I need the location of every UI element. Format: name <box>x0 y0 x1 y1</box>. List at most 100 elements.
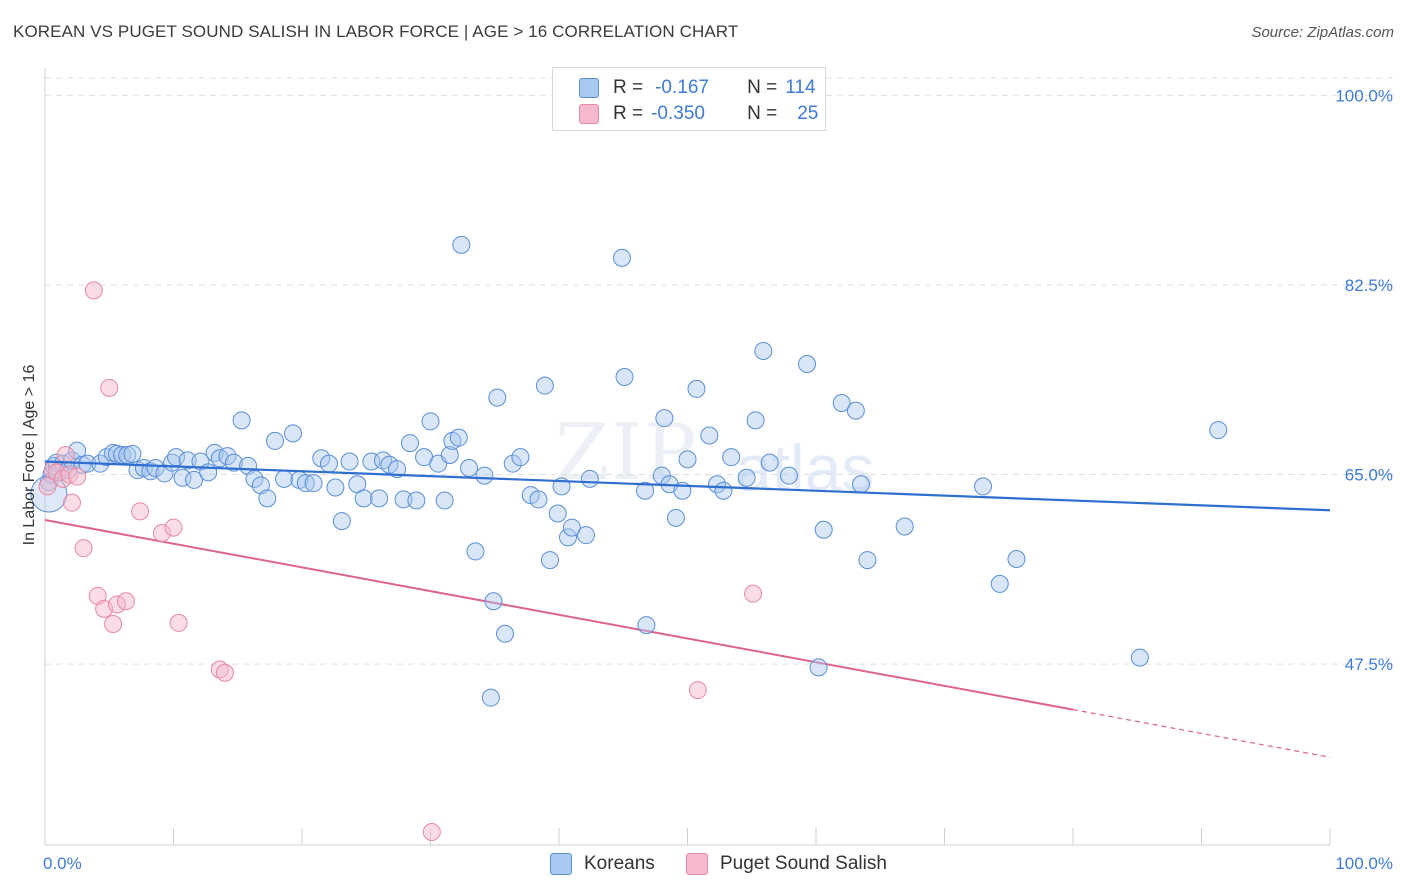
legend-swatch-koreans <box>550 853 572 875</box>
point-koreans <box>535 376 554 395</box>
point-puget-sound-salish <box>56 446 75 464</box>
point-koreans <box>258 489 277 508</box>
point-koreans <box>218 447 237 466</box>
point-koreans <box>146 459 165 477</box>
point-puget-sound-salish <box>131 502 150 521</box>
point-koreans <box>488 388 507 407</box>
point-koreans <box>511 448 530 467</box>
y-tick-label: 47.5% <box>1345 655 1393 674</box>
point-puget-sound-salish <box>116 592 135 611</box>
point-puget-sound-salish <box>169 613 188 632</box>
point-koreans <box>722 448 741 467</box>
point-koreans <box>484 592 503 611</box>
point-koreans <box>737 468 756 487</box>
koreans-points <box>30 235 1228 707</box>
point-koreans <box>319 454 338 473</box>
trend-line-puget-sound-salish <box>44 519 1074 711</box>
x-tick-label-max: 100.0% <box>1335 854 1393 873</box>
legend-r-value: -0.350 <box>651 103 705 124</box>
point-koreans <box>541 551 560 570</box>
point-koreans <box>1209 421 1228 440</box>
point-koreans <box>974 477 993 496</box>
point-koreans <box>481 688 500 707</box>
point-koreans <box>394 490 413 509</box>
point-koreans <box>714 481 733 500</box>
point-koreans <box>754 342 773 360</box>
point-koreans <box>210 449 229 468</box>
point-koreans <box>185 470 204 489</box>
gridlines <box>45 77 1393 665</box>
point-koreans <box>846 401 865 420</box>
point-koreans <box>612 248 631 267</box>
legend-label-koreans: Koreans <box>584 853 655 874</box>
point-koreans <box>615 368 634 386</box>
point-koreans <box>118 446 137 464</box>
point-koreans <box>232 411 251 430</box>
point-koreans <box>224 453 243 472</box>
x-tick-label-min: 0.0% <box>43 854 82 873</box>
point-koreans <box>370 489 389 508</box>
point-koreans <box>251 476 270 495</box>
point-koreans <box>851 475 870 494</box>
point-koreans <box>275 469 294 488</box>
point-koreans <box>798 355 817 373</box>
point-koreans <box>576 526 595 545</box>
point-koreans <box>636 481 655 500</box>
point-puget-sound-salish <box>74 539 93 558</box>
trend-line-koreans <box>44 460 1331 512</box>
point-koreans <box>362 452 381 471</box>
point-koreans <box>354 489 373 508</box>
point-koreans <box>858 551 877 570</box>
point-koreans <box>562 518 581 537</box>
point-puget-sound-salish <box>215 663 234 682</box>
legend-swatch-koreans <box>579 78 599 98</box>
point-koreans <box>814 520 833 539</box>
point-koreans <box>400 434 419 453</box>
point-koreans <box>666 508 685 527</box>
point-koreans <box>746 411 765 430</box>
series-legend: Koreans Puget Sound Salish <box>0 853 1406 877</box>
point-koreans <box>760 453 779 472</box>
point-koreans <box>990 574 1009 593</box>
legend-label-puget: Puget Sound Salish <box>720 853 887 874</box>
point-koreans <box>895 517 914 536</box>
y-tick-label: 82.5% <box>1345 276 1393 295</box>
point-koreans <box>548 504 567 523</box>
point-puget-sound-salish <box>38 477 57 496</box>
y-tick-label: 65.0% <box>1345 466 1393 485</box>
legend-item-koreans[interactable]: Koreans <box>550 853 655 875</box>
point-koreans <box>304 474 323 493</box>
legend-r-label: R = <box>613 77 644 98</box>
point-koreans <box>421 412 440 431</box>
point-puget-sound-salish <box>688 681 707 700</box>
point-koreans <box>558 528 577 547</box>
point-koreans <box>1130 648 1149 667</box>
point-koreans <box>407 491 426 510</box>
point-koreans <box>580 469 599 488</box>
legend-item-puget[interactable]: Puget Sound Salish <box>686 853 887 875</box>
point-puget-sound-salish <box>744 584 763 603</box>
point-puget-sound-salish <box>84 281 103 300</box>
stats-legend: R = -0.167 N = 114 R = -0.350 N = 25 <box>552 67 826 131</box>
point-koreans <box>440 446 459 464</box>
tick-labels: 47.5% 65.0% 82.5% 100.0% 0.0% 100.0% <box>43 86 1393 873</box>
point-koreans <box>655 409 674 428</box>
point-koreans <box>332 512 351 531</box>
legend-n-value: 25 <box>797 103 819 124</box>
legend-n-label: N = <box>747 103 778 124</box>
point-puget-sound-salish <box>422 823 441 841</box>
point-koreans <box>780 466 799 485</box>
legend-row-puget: R = -0.350 N = 25 <box>579 102 818 126</box>
point-koreans <box>503 454 522 473</box>
point-koreans <box>529 490 548 509</box>
legend-n-label: N = <box>747 77 778 98</box>
point-koreans <box>678 450 697 469</box>
point-koreans <box>296 474 315 493</box>
point-koreans <box>388 460 407 479</box>
point-puget-sound-salish <box>68 467 87 486</box>
point-koreans <box>687 379 706 398</box>
point-koreans <box>809 658 828 677</box>
legend-swatch-puget <box>579 104 599 124</box>
axes <box>44 68 1331 846</box>
